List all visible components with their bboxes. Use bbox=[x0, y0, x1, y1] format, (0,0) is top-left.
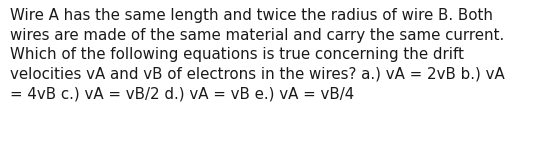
Text: Wire A has the same length and twice the radius of wire B. Both
wires are made o: Wire A has the same length and twice the… bbox=[10, 8, 505, 101]
